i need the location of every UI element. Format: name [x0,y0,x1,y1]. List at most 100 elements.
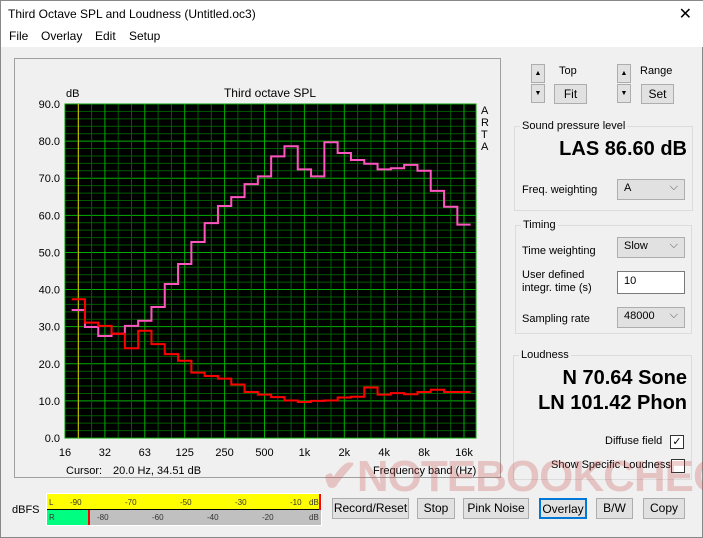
bw-button[interactable]: B/W [596,498,633,519]
meter-right-label: R [49,513,55,522]
fit-button[interactable]: Fit [554,84,587,104]
right-channel-bar [47,510,321,525]
range-up-button[interactable]: ▲ [617,64,631,83]
overlay-button[interactable]: Overlay [539,498,587,519]
meter-bottom-tick: -60 [152,513,164,522]
chevron-down-icon: ⌵ [669,181,678,193]
sampling-rate-value: 48000 [624,310,655,322]
time-weighting-select[interactable]: Slow ⌵ [617,237,685,258]
top-down-button[interactable]: ▼ [531,84,545,103]
menu-setup[interactable]: Setup [129,29,161,43]
y-tick-label: 40.0 [39,285,60,297]
spl-group-label: Sound pressure level [520,120,628,132]
menu-file[interactable]: File [9,29,29,43]
x-tick-label: 250 [215,447,233,459]
x-tick-label: 2k [338,447,350,459]
loudness-ln: LN 101.42 Phon [538,392,687,414]
specific-loudness-label: Show Specific Loudness [551,459,671,471]
integr-time-input[interactable]: 10 [617,271,685,294]
time-weighting-label: Time weighting [522,245,596,257]
title-bar: Third Octave SPL and Loudness (Untitled.… [1,1,703,27]
time-weighting-value: Slow [624,240,648,252]
integr-label-1: User defined [522,269,585,281]
copy-button[interactable]: Copy [643,498,685,519]
timing-group-label: Timing [521,219,558,231]
top-label: Top [559,65,577,77]
meter-top-tick: -90 [70,498,82,507]
y-tick-label: 20.0 [39,359,60,371]
diffuse-field-checkbox[interactable]: ✓ [670,435,684,449]
record-reset-button[interactable]: Record/Reset [332,498,409,519]
arta-letter: R [481,117,489,129]
diffuse-field-label: Diffuse field [605,435,663,447]
top-up-button[interactable]: ▲ [531,64,545,83]
range-label: Range [640,65,673,77]
y-tick-label: 80.0 [39,136,60,148]
spl-value: LAS 86.60 dB [559,138,687,160]
meter-bottom-tick: -80 [97,513,109,522]
left-channel-bar [47,494,321,510]
x-tick-label: 63 [139,447,151,459]
cursor-value: 20.0 Hz, 34.51 dB [113,465,201,477]
right-level-fill [47,510,88,525]
dbfs-label: dBFS [12,504,40,516]
left-peak-marker [319,494,321,510]
sampling-rate-select[interactable]: 48000 ⌵ [617,307,685,328]
y-tick-label: 70.0 [39,173,60,185]
menu-overlay[interactable]: Overlay [41,29,83,43]
y-tick-label: 50.0 [39,247,60,259]
specific-loudness-checkbox[interactable] [671,459,685,473]
set-button[interactable]: Set [641,84,674,104]
arta-letter: T [481,129,488,141]
x-tick-label: 500 [255,447,273,459]
level-meter: L R -90 -70 -50 -30 -10 dB -80 -60 -40 -20 dB [46,493,322,526]
timing-group [515,225,692,334]
x-tick-label: 32 [99,447,111,459]
y-tick-label: 90.0 [39,99,60,111]
freq-weighting-label: Freq. weighting [522,184,598,196]
x-axis-label: Frequency band (Hz) [373,465,476,477]
y-tick-label: 30.0 [39,322,60,334]
freq-weighting-value: A [624,182,632,194]
chevron-down-icon: ⌵ [669,309,678,321]
sampling-rate-label: Sampling rate [522,313,590,325]
loudness-n: N 70.64 Sone [562,367,687,389]
series-line-2 [71,298,471,404]
plot-border [64,103,477,439]
spl-chart[interactable]: dB Third octave SPL Frequency band (Hz) … [15,59,502,479]
meter-top-tick: dB [309,498,319,507]
menu-edit[interactable]: Edit [95,29,116,43]
meter-top-tick: -50 [180,498,192,507]
menu-bar: File Overlay Edit Setup [1,27,703,47]
meter-bottom-tick: -20 [262,513,274,522]
range-down-button[interactable]: ▼ [617,84,631,103]
y-tick-label: 10.0 [39,396,60,408]
y-tick-label: 60.0 [39,210,60,222]
x-tick-label: 1k [299,447,311,459]
arta-letter: A [481,141,489,153]
close-icon[interactable]: ✕ [678,6,692,23]
chevron-down-icon: ⌵ [669,239,678,251]
meter-bottom-tick: -40 [207,513,219,522]
x-tick-label: 16k [455,447,473,459]
plot-background [65,104,476,438]
y-axis-label: dB [66,88,79,100]
pink-noise-button[interactable]: Pink Noise [463,498,529,519]
freq-weighting-select[interactable]: A ⌵ [617,179,685,200]
arta-letter: A [481,105,489,117]
x-tick-label: 4k [378,447,390,459]
y-tick-label: 0.0 [45,433,60,445]
meter-top-tick: -10 [290,498,302,507]
meter-bottom-tick: dB [309,513,319,522]
meter-left-label: L [49,498,54,507]
window-title: Third Octave SPL and Loudness (Untitled.… [8,7,256,21]
series-line-1 [71,141,471,337]
integr-label-2: integr. time (s) [522,282,592,294]
stop-button[interactable]: Stop [417,498,455,519]
meter-top-tick: -30 [235,498,247,507]
chart-frame: dB Third octave SPL Frequency band (Hz) … [14,58,501,478]
x-tick-label: 8k [418,447,430,459]
cursor-label: Cursor: [66,465,102,477]
right-peak-marker [88,510,90,525]
